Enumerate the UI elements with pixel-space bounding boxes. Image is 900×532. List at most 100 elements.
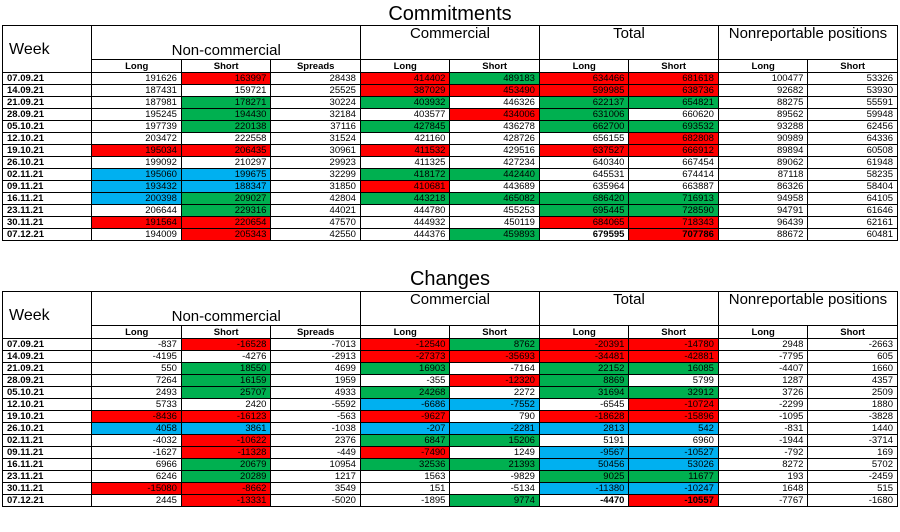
total-short-cell: 660620 [628,108,719,121]
week-cell: 28.09.21 [1,374,93,387]
total-long-cell: 645531 [538,168,630,181]
commercial-header: Commercial [359,291,540,326]
week-cell: 07.09.21 [1,338,93,351]
comm-short-cell: 428726 [449,132,540,145]
nonrep-long-cell: -831 [717,422,809,435]
nonrep-long-cell: 94958 [717,192,809,205]
noncomm-long-cell: 195034 [91,144,182,157]
col-short: Short [807,325,898,339]
noncomm-short-cell: 206435 [180,144,272,157]
comm-short-cell: 427234 [449,156,540,169]
week-cell: 14.09.21 [1,350,93,363]
nonrep-short-cell: 53930 [807,84,898,97]
nonrep-short-cell: 60508 [807,144,898,157]
comm-long-cell: -7490 [359,446,451,459]
comm-long-cell: 410681 [359,180,451,193]
week-cell: 09.11.21 [1,446,93,459]
noncomm-long-cell: 206644 [91,204,182,217]
comm-long-cell: 387029 [359,84,451,97]
nonrep-short-cell: 55591 [807,96,898,109]
comm-short-cell: 455253 [449,204,540,217]
table-row: 26.10.21 4058 3861 -1038 -207 -2281 2813 542 -83… [1,422,898,435]
noncomm-long-cell: -4195 [91,350,182,363]
nonrep-long-cell: 86326 [717,180,809,193]
comm-short-cell: -2281 [449,422,540,435]
table-row: 12.10.21 5733 2420 -5592 -6686 -7552 -6545 -107… [1,398,898,411]
noncomm-spreads-cell: 37116 [270,120,361,133]
total-long-cell: 637527 [538,144,630,157]
comm-long-cell: -207 [359,422,451,435]
noncomm-short-cell: 163997 [180,72,272,85]
total-long-cell: 662700 [538,120,630,133]
comm-long-cell: -12540 [359,338,451,351]
nonreportable-header: Nonreportable positions [717,25,899,60]
week-cell: 21.09.21 [1,96,93,109]
noncomm-spreads-cell: -5020 [270,494,361,507]
noncomm-short-cell: -13331 [180,494,272,507]
comm-short-cell: 442440 [449,168,540,181]
noncomm-short-cell: 209027 [180,192,272,205]
nonrep-long-cell: 87118 [717,168,809,181]
col-short: Short [180,59,272,73]
total-short-cell: 718343 [628,216,719,229]
week-cell: 09.11.21 [1,180,93,193]
comm-short-cell: 15206 [449,434,540,447]
nonrep-long-cell: 1648 [717,482,809,495]
nonrep-long-cell: -4407 [717,362,809,375]
table-row: 02.11.21 195060 199675 32299 418172 442440 645… [1,168,898,181]
noncomm-long-cell: 200398 [91,192,182,205]
nonrep-short-cell: 64105 [807,192,898,205]
noncomm-long-cell: -837 [91,338,182,351]
noncomm-long-cell: 2445 [91,494,182,507]
nonrep-short-cell: 1880 [807,398,898,411]
total-short-cell: -10527 [628,446,719,459]
table-row: 14.09.21 187431 159721 25525 387029 453490 599… [1,84,898,97]
comm-short-cell: 489183 [449,72,540,85]
noncomm-spreads-cell: -2913 [270,350,361,363]
nonrep-short-cell: 169 [807,446,898,459]
comm-short-cell: 429516 [449,144,540,157]
noncomm-spreads-cell: -5592 [270,398,361,411]
comm-long-cell: 411532 [359,144,451,157]
noncomm-spreads-cell: 30961 [270,144,361,157]
week-cell: 19.10.21 [1,410,93,423]
comm-long-cell: -9627 [359,410,451,423]
comm-short-cell: -7552 [449,398,540,411]
comm-short-cell: 446326 [449,96,540,109]
table-row: 07.12.21 194009 205343 42550 444376 459893 679… [1,228,898,241]
nonrep-long-cell: 1287 [717,374,809,387]
nonrep-short-cell: 1440 [807,422,898,435]
noncomm-short-cell: 220654 [180,216,272,229]
week-cell: 12.10.21 [1,132,93,145]
table-row: 09.11.21 193432 188347 31850 410681 443689 635… [1,180,898,193]
nonreportable-header: Nonreportable positions [717,291,899,326]
comm-long-cell: 444780 [359,204,451,217]
nonrep-long-cell: 100477 [717,72,809,85]
noncomm-long-cell: 4058 [91,422,182,435]
week-cell: 19.10.21 [1,144,93,157]
week-cell: 21.09.21 [1,362,93,375]
noncomm-short-cell: -10622 [180,434,272,447]
nonrep-short-cell: 53326 [807,72,898,85]
noncomm-long-cell: 6966 [91,458,182,471]
col-short: Short [449,59,540,73]
nonrep-short-cell: 61646 [807,204,898,217]
col-long: Long [538,59,630,73]
total-long-cell: 31694 [538,386,630,399]
table-row: 09.11.21 -1627 -11328 -449 -7490 1249 -9567 -10… [1,446,898,459]
comm-long-cell: 16903 [359,362,451,375]
noncomm-spreads-cell: 31524 [270,132,361,145]
comm-short-cell: 450119 [449,216,540,229]
nonrep-long-cell: 2948 [717,338,809,351]
total-short-cell: 6960 [628,434,719,447]
noncomm-spreads-cell: -1038 [270,422,361,435]
total-short-cell: 663887 [628,180,719,193]
nonrep-short-cell: 5702 [807,458,898,471]
week-cell: 16.11.21 [1,192,93,205]
noncomm-short-cell: 20289 [180,470,272,483]
nonrep-long-cell: -7767 [717,494,809,507]
total-long-cell: 50456 [538,458,630,471]
total-short-cell: -10247 [628,482,719,495]
comm-short-cell: -7164 [449,362,540,375]
noncomm-short-cell: 18550 [180,362,272,375]
